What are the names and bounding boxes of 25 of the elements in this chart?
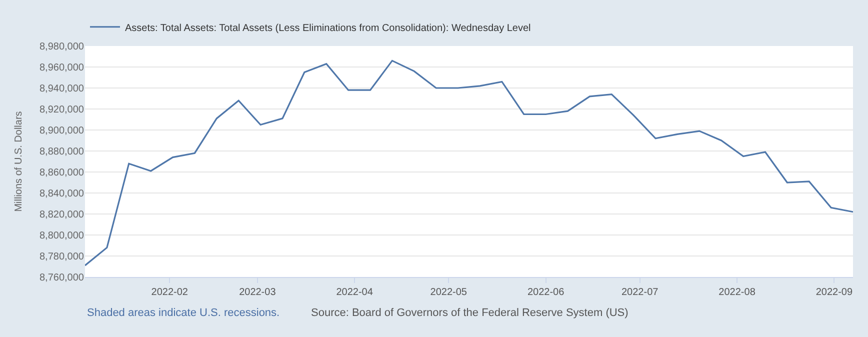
y-tick-label: 8,980,000 bbox=[40, 42, 84, 52]
text: Shaded areas indicate U.S. recessions. bbox=[87, 307, 280, 319]
x-tick-label: 2022-08 bbox=[718, 287, 756, 298]
y-tick-label: 8,780,000 bbox=[40, 252, 84, 262]
x-tick-label: 2022-07 bbox=[621, 287, 659, 298]
line-series bbox=[85, 60, 853, 266]
y-tick-label: 8,820,000 bbox=[40, 210, 84, 220]
x-tick-label: 2022-06 bbox=[527, 287, 565, 298]
x-tick-label: 2022-09 bbox=[816, 287, 853, 298]
y-tick-label: 8,880,000 bbox=[40, 146, 84, 158]
x-tick-label: 2022-05 bbox=[430, 287, 468, 298]
y-tick-label: 8,760,000 bbox=[40, 272, 84, 284]
y-tick-label: 8,840,000 bbox=[40, 188, 84, 200]
y-tick-label: 8,900,000 bbox=[40, 126, 84, 136]
y-axis-title: Millions of U.S. Dollars bbox=[14, 111, 24, 212]
y-tick-label: 8,920,000 bbox=[40, 104, 84, 116]
source-note: Source: Board of Governors of the Federal Reserve System (US) bbox=[311, 307, 628, 319]
x-tick-label: 2022-03 bbox=[239, 287, 276, 298]
y-tick-label: 8,940,000 bbox=[40, 84, 84, 94]
y-tick-label: 8,960,000 bbox=[40, 62, 84, 74]
legend-label: Assets: Total Assets: Total Assets (Less Eliminations from Consolidation): Wednesday Level bbox=[125, 22, 531, 34]
y-tick-label: 8,800,000 bbox=[40, 230, 84, 242]
y-tick-label: 8,860,000 bbox=[40, 168, 84, 178]
x-tick-label: 2022-04 bbox=[336, 287, 374, 298]
x-tick-label: 2022-02 bbox=[151, 287, 188, 298]
